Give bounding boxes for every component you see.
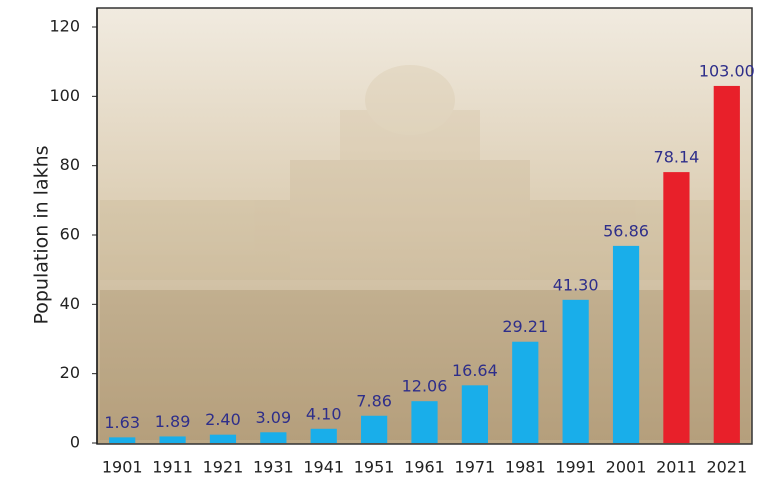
- y-tick-label: 120: [49, 17, 80, 36]
- x-tick-label: 1951: [354, 458, 395, 477]
- bar: [210, 435, 236, 443]
- chart: Population in lakhs 0 20 40 60 80 100 120 1901 1…: [0, 0, 758, 490]
- value-label: 56.86: [603, 221, 649, 240]
- x-tick-label: 1971: [455, 458, 496, 477]
- value-label: 78.14: [654, 148, 700, 167]
- x-tick-label: 1931: [253, 458, 294, 477]
- value-label: 7.86: [356, 391, 392, 410]
- value-label: 103.00: [699, 61, 755, 80]
- x-tick-label: 1901: [102, 458, 143, 477]
- y-tick-label: 0: [70, 433, 80, 452]
- value-label: 16.64: [452, 361, 498, 380]
- x-tick-label: 1961: [404, 458, 445, 477]
- value-label: 12.06: [402, 377, 448, 396]
- x-tick-label: 2011: [656, 458, 697, 477]
- bar: [361, 416, 387, 443]
- value-label: 41.30: [553, 275, 599, 294]
- bar: [512, 342, 538, 443]
- x-tick-label: 2021: [706, 458, 747, 477]
- bar: [260, 432, 286, 443]
- y-tick-label: 60: [60, 225, 80, 244]
- bar: [613, 246, 639, 443]
- value-label: 1.89: [155, 412, 191, 431]
- bar: [714, 86, 740, 443]
- y-tick-label: 20: [60, 363, 80, 382]
- bar: [411, 401, 437, 443]
- x-tick-label: 1981: [505, 458, 546, 477]
- bar: [663, 172, 689, 443]
- page: {"chart_data": {"type": "bar", "y_label"…: [0, 0, 758, 490]
- bar: [109, 437, 135, 443]
- x-tick-label: 1991: [555, 458, 596, 477]
- y-tick-label: 40: [60, 294, 80, 313]
- y-tick-label: 100: [49, 86, 80, 105]
- y-axis-title: Population in lakhs: [31, 145, 53, 324]
- value-label: 3.09: [256, 408, 292, 427]
- bar: [462, 385, 488, 443]
- value-label: 29.21: [502, 317, 548, 336]
- value-label: 1.63: [104, 413, 140, 432]
- value-label: 2.40: [205, 410, 241, 429]
- bar: [159, 436, 185, 443]
- value-label: 4.10: [306, 404, 342, 423]
- y-tick-label: 80: [60, 155, 80, 174]
- x-tick-label: 1921: [203, 458, 244, 477]
- x-tick-label: 1941: [303, 458, 344, 477]
- bar: [311, 429, 337, 443]
- x-tick-label: 1911: [152, 458, 193, 477]
- x-tick-label: 2001: [606, 458, 647, 477]
- bar: [563, 300, 589, 443]
